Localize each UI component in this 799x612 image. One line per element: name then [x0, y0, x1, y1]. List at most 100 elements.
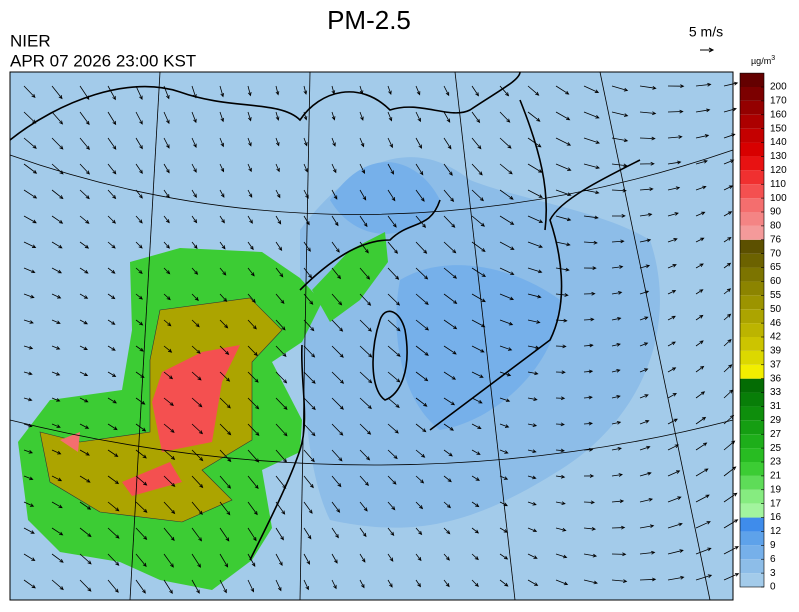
wind-arrow [135, 397, 146, 405]
wind-arrow [639, 420, 650, 425]
wind-arrow [471, 267, 486, 278]
wind-arrow [611, 188, 627, 193]
agency: NIER [10, 31, 51, 50]
wind-arrow [583, 240, 598, 245]
wind-arrow [163, 345, 173, 353]
wind-arrow [359, 553, 366, 563]
wind-arrow [331, 319, 344, 332]
unit-label: µg/m3 [751, 55, 775, 67]
wind-arrow [527, 553, 538, 559]
color-band [740, 448, 764, 462]
wind-arrow [51, 475, 63, 482]
colorbar: 0369121617192123252729313336373942465055… [739, 72, 787, 593]
wind-arrow [303, 189, 309, 199]
wind-arrow [583, 500, 595, 505]
wind-arrow [667, 470, 681, 477]
wind-arrow [723, 211, 733, 217]
wind-arrow [191, 371, 202, 381]
wind-arrow [471, 449, 481, 455]
coastline [519, 99, 548, 231]
pollution-region [60, 432, 80, 452]
wind-arrow [471, 475, 480, 481]
wind-arrow [275, 579, 282, 592]
wind-arrow [583, 369, 594, 374]
wind-arrow [107, 371, 117, 377]
color-band [740, 489, 764, 504]
wind-arrow [303, 553, 311, 565]
wind-arrow [51, 163, 64, 175]
colorbar-tick-label: 46 [770, 318, 782, 329]
colorbar-tick-label: 120 [770, 165, 787, 176]
wind-arrow [499, 319, 514, 326]
wind-arrow [163, 475, 176, 488]
colorbar-tick-label: 150 [770, 123, 787, 134]
color-band [740, 267, 764, 282]
wind-arrow [723, 159, 735, 165]
wind-arrow [695, 494, 710, 503]
wind-arrow [639, 111, 657, 116]
color-band [740, 378, 764, 393]
wind-arrow [219, 319, 229, 329]
colorbar-tick-label: 36 [770, 373, 782, 384]
wind-arrow [23, 319, 34, 324]
wind-arrow [387, 215, 397, 228]
wind-arrow [611, 291, 623, 295]
wind-arrow [51, 579, 64, 591]
wind-arrow [359, 293, 372, 306]
colorbar-tick-label: 76 [770, 234, 782, 245]
wind-arrow [471, 345, 485, 353]
wind-arrow [583, 163, 600, 170]
wind-arrow [387, 397, 400, 409]
wind-arrow [275, 475, 287, 489]
wind-arrow [471, 137, 482, 150]
color-band [740, 225, 764, 240]
wind-arrow [331, 397, 344, 410]
wind-arrow [247, 579, 254, 593]
wind-arrow [639, 316, 649, 321]
wind-arrow [247, 371, 259, 383]
wind-arrow [359, 267, 371, 280]
wind-arrow [331, 163, 337, 174]
wind-arrow [135, 215, 143, 224]
wind-arrow [79, 215, 90, 224]
wind-arrow [79, 553, 92, 565]
color-band [740, 239, 764, 254]
wind-arrow [555, 553, 568, 559]
wind-arrow [135, 527, 148, 541]
wind-arrow [639, 368, 649, 373]
wind-arrow [303, 579, 309, 591]
wind-arrow [331, 85, 336, 95]
colorbar-tick-label: 21 [770, 471, 782, 482]
wind-arrow [471, 189, 484, 202]
wind-arrow [23, 527, 35, 534]
wind-arrow [499, 163, 513, 175]
wind-arrow [331, 423, 344, 436]
wind-arrow [499, 475, 509, 480]
wind-arrow [443, 319, 458, 330]
wind-arrow [583, 527, 597, 531]
wind-arrow [51, 345, 61, 350]
wind-arrow [527, 241, 543, 248]
wind-arrow [611, 316, 622, 321]
wind-arrow [387, 163, 395, 175]
wind-arrow [443, 553, 450, 561]
wind-arrow [247, 475, 259, 490]
wind-arrow [499, 215, 515, 225]
wind-arrow [107, 397, 117, 404]
wind-arrow [387, 267, 400, 280]
wind-arrow [191, 527, 203, 542]
wind-arrow [639, 264, 651, 269]
wind-arrow [471, 579, 479, 588]
wind-arrow [499, 137, 512, 149]
wind-arrow [387, 475, 397, 485]
wind-arrow [107, 579, 119, 593]
wind-arrow [79, 371, 89, 377]
wind-arrow [191, 85, 197, 99]
wind-arrow [499, 241, 515, 250]
wind-arrow [499, 501, 508, 507]
wind-arrow [107, 345, 116, 351]
wind-arrow [583, 111, 600, 119]
colorbar-tick-label: 19 [770, 484, 782, 495]
colorbar-tick-label: 200 [770, 82, 787, 93]
wind-arrow [555, 241, 571, 247]
